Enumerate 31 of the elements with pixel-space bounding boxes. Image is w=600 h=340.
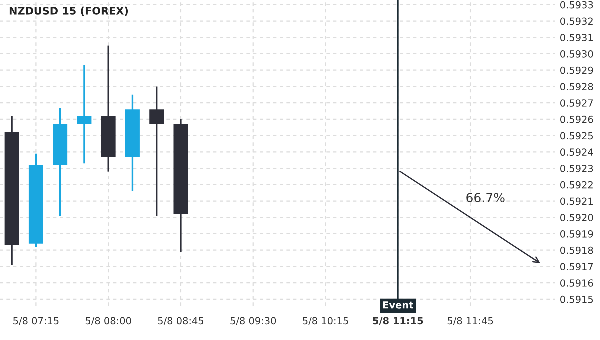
x-tick-label: 5/8 11:15 — [373, 317, 424, 326]
x-tick-label: 5/8 09:30 — [230, 317, 276, 326]
y-tick-label: 0.5920 — [560, 214, 594, 222]
y-tick-label: 0.5922 — [560, 181, 593, 189]
text: NZDUSD 15 (FOREX) — [10, 6, 128, 16]
x-tick-label: 5/8 08:00 — [86, 317, 132, 326]
y-tick-label: 0.5928 — [560, 83, 594, 91]
annotation: 66.7% — [466, 193, 505, 203]
y-tick-label: 0.5933 — [560, 1, 594, 9]
ref-line-label: Event — [383, 302, 414, 309]
y-tick-label: 0.5923 — [560, 165, 594, 172]
y-tick-label: 0.5918 — [560, 246, 594, 254]
x-tick-label: 5/8 08:45 — [158, 317, 204, 326]
candlestick — [77, 64, 92, 164]
y-tick-label: 0.5926 — [560, 116, 594, 124]
y-tick-label: 0.5916 — [560, 280, 594, 287]
y-tick-label: 0.5915 — [560, 296, 594, 304]
y-tick-label: 0.5925 — [560, 132, 594, 140]
y-tick-label: 0.5917 — [560, 263, 594, 271]
y-tick-label: 0.5919 — [560, 230, 594, 238]
y-tick-label: 0.5929 — [560, 66, 594, 74]
y-tick-label: 0.5927 — [560, 100, 594, 107]
y-tick-label: 0.5921 — [560, 198, 593, 206]
y-tick-label: 0.5930 — [560, 50, 594, 58]
y-tick-label: 0.5931 — [560, 34, 593, 42]
x-tick-label: 5/8 07:15 — [14, 317, 59, 326]
x-tick-label: 5/8 10:15 — [303, 317, 348, 326]
candlestick — [150, 86, 164, 217]
x-tick-label: 5/8 11:45 — [448, 317, 494, 326]
y-tick-label: 0.5932 — [560, 18, 593, 26]
y-tick-label: 0.5924 — [560, 148, 594, 156]
